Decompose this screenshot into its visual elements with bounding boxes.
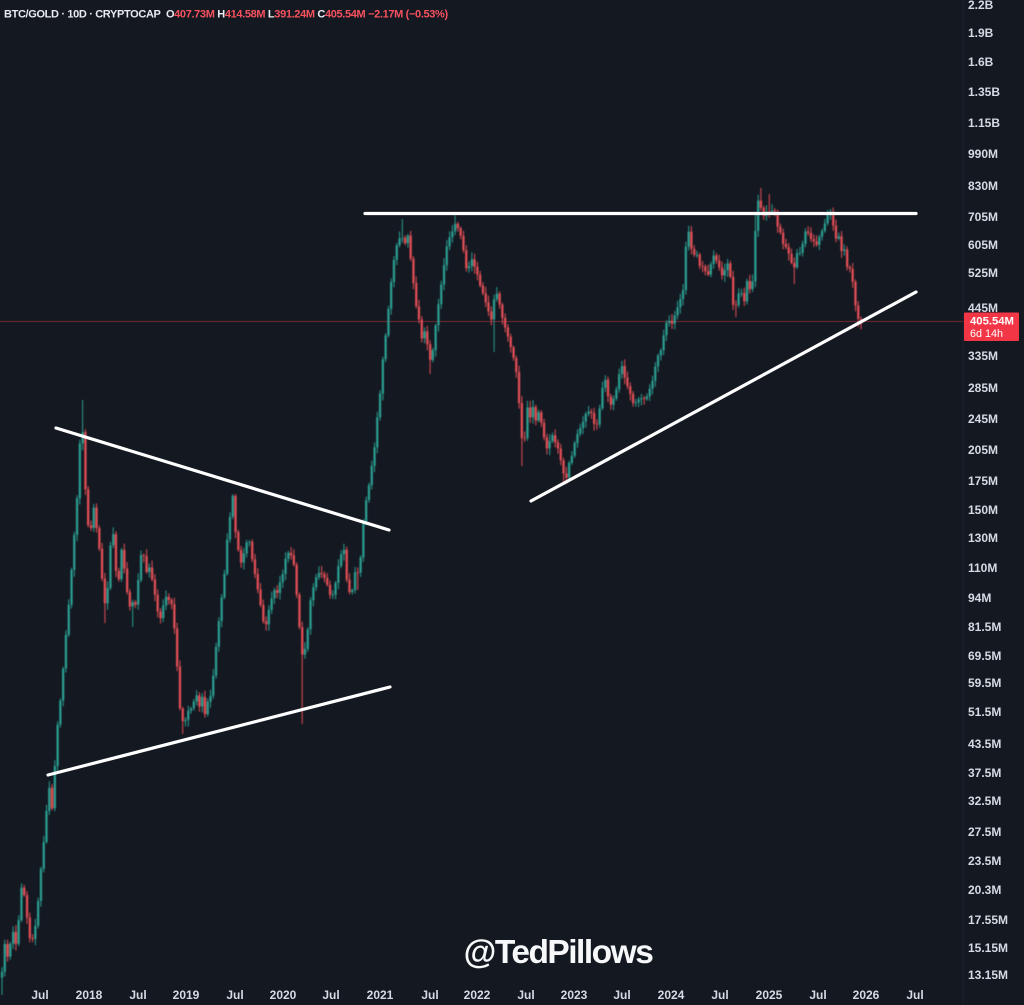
- svg-text:1.35B: 1.35B: [968, 85, 1000, 99]
- svg-text:81.5M: 81.5M: [968, 620, 1001, 634]
- svg-text:Jul: Jul: [809, 988, 826, 1002]
- svg-text:525M: 525M: [968, 266, 998, 280]
- svg-text:37.5M: 37.5M: [968, 766, 1001, 780]
- svg-text:1.15B: 1.15B: [968, 116, 1000, 130]
- svg-text:15.15M: 15.15M: [968, 941, 1008, 955]
- svg-text:17.55M: 17.55M: [968, 913, 1008, 927]
- svg-text:245M: 245M: [968, 412, 998, 426]
- svg-text:335M: 335M: [968, 349, 998, 363]
- svg-text:51.5M: 51.5M: [968, 705, 1001, 719]
- svg-text:20.3M: 20.3M: [968, 883, 1001, 897]
- svg-text:2019: 2019: [173, 988, 200, 1002]
- svg-text:110M: 110M: [968, 561, 997, 575]
- svg-text:Jul: Jul: [129, 988, 146, 1002]
- svg-text:2026: 2026: [853, 988, 880, 1002]
- svg-text:2024: 2024: [658, 988, 685, 1002]
- svg-text:405.54M: 405.54M: [970, 316, 1014, 328]
- svg-text:6d 14h: 6d 14h: [970, 328, 1003, 340]
- svg-text:605M: 605M: [968, 238, 998, 252]
- svg-text:175M: 175M: [968, 474, 998, 488]
- svg-text:43.5M: 43.5M: [968, 737, 1001, 751]
- svg-text:69.5M: 69.5M: [968, 649, 1001, 663]
- svg-text:705M: 705M: [968, 210, 998, 224]
- svg-text:BTC/GOLD · 10D · CRYPTOCAP O4: BTC/GOLD · 10D · CRYPTOCAP O407.73M H414…: [4, 9, 448, 21]
- svg-text:2018: 2018: [76, 988, 103, 1002]
- svg-text:445M: 445M: [968, 301, 998, 315]
- svg-text:2022: 2022: [464, 988, 491, 1002]
- svg-text:32.5M: 32.5M: [968, 794, 1001, 808]
- svg-text:2.2B: 2.2B: [968, 0, 994, 12]
- svg-text:23.5M: 23.5M: [968, 854, 1001, 868]
- svg-text:Jul: Jul: [711, 988, 728, 1002]
- svg-text:@TedPillows: @TedPillows: [464, 934, 654, 971]
- svg-text:Jul: Jul: [226, 988, 243, 1002]
- svg-text:2021: 2021: [367, 988, 394, 1002]
- svg-text:130M: 130M: [968, 531, 998, 545]
- svg-text:830M: 830M: [968, 179, 998, 193]
- svg-text:150M: 150M: [968, 503, 998, 517]
- svg-text:1.9B: 1.9B: [968, 26, 994, 40]
- svg-text:2025: 2025: [756, 988, 783, 1002]
- svg-text:13.15M: 13.15M: [968, 968, 1008, 982]
- svg-text:Jul: Jul: [322, 988, 339, 1002]
- svg-text:990M: 990M: [968, 147, 998, 161]
- svg-text:59.5M: 59.5M: [968, 676, 1001, 690]
- svg-text:285M: 285M: [968, 381, 998, 395]
- svg-text:Jul: Jul: [906, 988, 923, 1002]
- svg-text:Jul: Jul: [613, 988, 630, 1002]
- svg-text:1.6B: 1.6B: [968, 55, 994, 69]
- svg-text:Jul: Jul: [31, 988, 48, 1002]
- svg-text:205M: 205M: [968, 443, 998, 457]
- svg-text:2020: 2020: [270, 988, 297, 1002]
- svg-text:Jul: Jul: [421, 988, 438, 1002]
- svg-text:2023: 2023: [561, 988, 588, 1002]
- svg-text:27.5M: 27.5M: [968, 825, 1001, 839]
- svg-text:Jul: Jul: [517, 988, 534, 1002]
- svg-text:94M: 94M: [968, 591, 991, 605]
